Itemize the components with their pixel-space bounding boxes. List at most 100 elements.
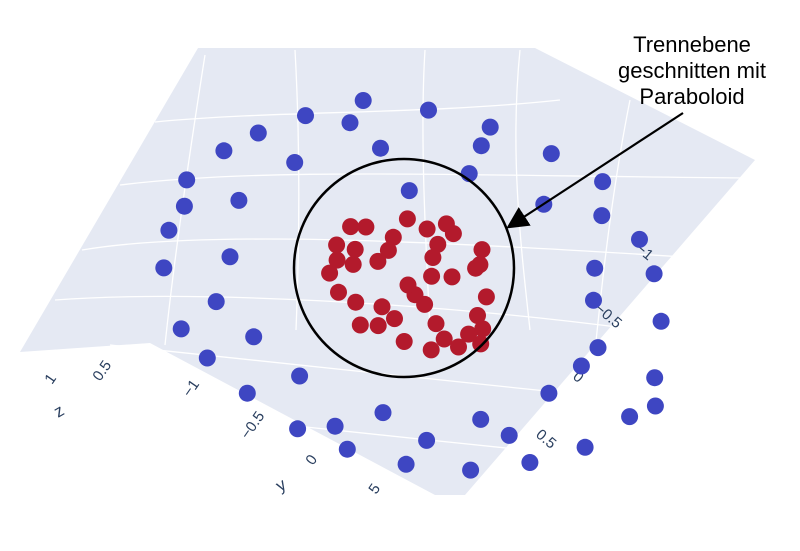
z-axis-title: z bbox=[51, 401, 68, 422]
outer-point-38 bbox=[585, 291, 602, 309]
outer-point-12 bbox=[354, 92, 372, 109]
inner-point-31 bbox=[435, 330, 453, 348]
inner-point-12 bbox=[450, 338, 467, 356]
outer-point-24 bbox=[652, 312, 670, 330]
outer-point-1 bbox=[172, 320, 190, 338]
inner-point-7 bbox=[384, 228, 402, 246]
annotation-line-1: Trennebene bbox=[633, 32, 751, 57]
data-markers bbox=[155, 92, 670, 479]
inner-point-19 bbox=[460, 325, 478, 343]
outer-point-28 bbox=[291, 367, 309, 385]
inner-point-4 bbox=[369, 317, 387, 335]
outer-point-31 bbox=[372, 139, 389, 157]
inner-point-5 bbox=[369, 252, 387, 270]
annotation-arrow bbox=[506, 112, 684, 229]
outer-point-32 bbox=[472, 410, 490, 428]
inner-point-9 bbox=[398, 210, 416, 228]
outer-point-11 bbox=[397, 455, 415, 473]
outer-point-15 bbox=[521, 454, 539, 471]
outer-point-14 bbox=[420, 101, 437, 119]
outer-point-48 bbox=[500, 426, 518, 444]
outer-point-41 bbox=[326, 417, 344, 435]
outer-point-40 bbox=[221, 248, 239, 266]
inner-point-25 bbox=[416, 295, 434, 313]
outer-point-21 bbox=[646, 369, 664, 387]
outer-point-30 bbox=[374, 404, 392, 422]
outer-point-43 bbox=[341, 114, 359, 132]
inner-point-34 bbox=[437, 215, 455, 233]
outer-point-16 bbox=[481, 118, 499, 136]
outer-point-25 bbox=[160, 221, 178, 239]
inner-point-23 bbox=[379, 241, 397, 259]
inner-point-24 bbox=[399, 276, 417, 294]
inner-point-10 bbox=[427, 315, 445, 333]
inner-point-32 bbox=[328, 251, 346, 269]
inner-point-27 bbox=[429, 235, 447, 253]
inner-point-3 bbox=[342, 218, 360, 236]
inner-point-38 bbox=[474, 320, 492, 338]
outer-point-3 bbox=[175, 197, 193, 215]
outer-point-0 bbox=[155, 259, 173, 277]
z-tick-0.5: 0.5 bbox=[89, 357, 115, 384]
y-tick-minus-1: −1 bbox=[179, 377, 203, 401]
outer-point-5 bbox=[238, 384, 256, 402]
inner-point-36 bbox=[422, 341, 440, 359]
outer-point-17 bbox=[576, 438, 594, 456]
inner-point-2 bbox=[347, 293, 365, 311]
outer-point-4 bbox=[178, 171, 196, 189]
outer-point-19 bbox=[621, 408, 639, 426]
outer-point-10 bbox=[297, 107, 314, 125]
inner-point-6 bbox=[395, 333, 413, 350]
inner-point-33 bbox=[471, 256, 489, 274]
outer-point-44 bbox=[472, 137, 490, 155]
inner-point-20 bbox=[330, 283, 347, 301]
inner-point-1 bbox=[328, 236, 346, 254]
inner-point-35 bbox=[357, 218, 375, 236]
z-axis-tick-labels: 1 0.5 bbox=[41, 357, 115, 387]
outer-point-7 bbox=[289, 420, 307, 438]
inner-point-15 bbox=[469, 307, 486, 324]
outer-point-47 bbox=[418, 431, 436, 449]
outer-point-46 bbox=[646, 397, 664, 415]
inner-point-18 bbox=[473, 241, 491, 259]
inner-point-29 bbox=[472, 335, 490, 353]
inner-point-21 bbox=[344, 255, 362, 273]
inner-point-39 bbox=[418, 220, 436, 238]
y-tick-0: 0 bbox=[302, 452, 321, 469]
inner-point-17 bbox=[477, 288, 495, 306]
separating-plane bbox=[20, 48, 755, 495]
y-tick-minus-0.5: −0.5 bbox=[237, 408, 268, 442]
inner-point-13 bbox=[443, 268, 461, 286]
inner-point-26 bbox=[423, 267, 441, 285]
inner-point-11 bbox=[424, 249, 442, 266]
inner-point-37 bbox=[351, 316, 369, 334]
outer-point-26 bbox=[207, 293, 225, 311]
y-tick-5: 5 bbox=[365, 481, 384, 498]
outer-point-6 bbox=[215, 142, 233, 160]
outer-point-22 bbox=[631, 230, 648, 248]
inner-point-0 bbox=[321, 264, 339, 282]
outer-point-37 bbox=[586, 259, 604, 277]
outer-point-13 bbox=[462, 461, 480, 479]
outer-point-29 bbox=[286, 154, 304, 171]
outer-point-45 bbox=[593, 207, 611, 225]
annotation-line-3: Paraboloid bbox=[639, 84, 744, 109]
y-axis-title: y bbox=[273, 475, 290, 496]
outer-point-42 bbox=[400, 182, 418, 200]
outer-point-2 bbox=[198, 349, 216, 367]
outer-point-27 bbox=[230, 191, 248, 209]
outer-point-36 bbox=[589, 339, 607, 357]
z-tick-1: 1 bbox=[41, 371, 60, 388]
outer-point-9 bbox=[338, 440, 356, 458]
annotation-text: Trennebene geschnitten mit Paraboloid bbox=[618, 32, 766, 109]
outer-point-18 bbox=[542, 145, 560, 163]
outer-point-39 bbox=[572, 357, 590, 375]
outer-point-20 bbox=[594, 173, 612, 191]
outer-point-49 bbox=[245, 328, 263, 346]
x-tick-0.5: 0.5 bbox=[532, 426, 559, 452]
inner-point-28 bbox=[386, 310, 403, 328]
outer-point-34 bbox=[540, 384, 558, 402]
highlight-circle bbox=[292, 157, 516, 379]
